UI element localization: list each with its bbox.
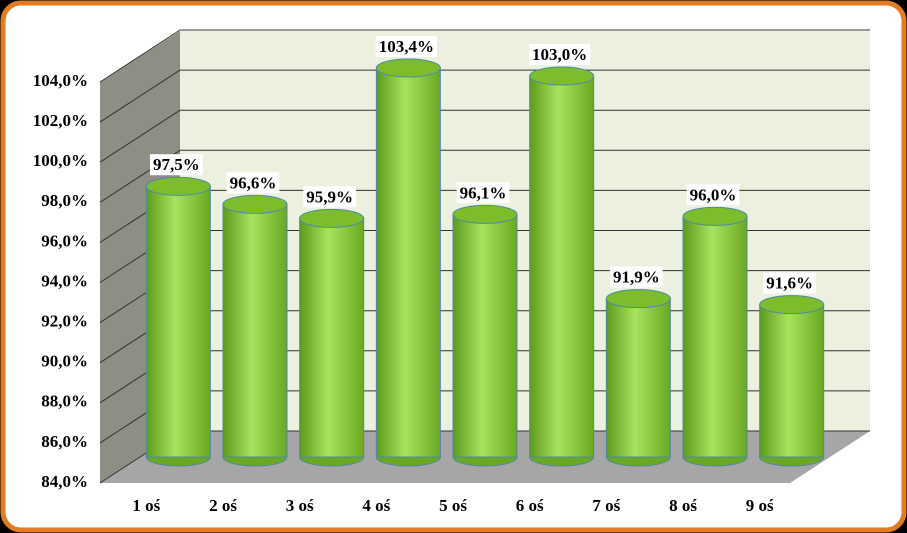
- value-label-box: [529, 43, 591, 65]
- y-tick-label: 86,0%: [41, 432, 88, 451]
- x-tick-label: 6 oś: [516, 496, 544, 515]
- value-label: 91,6%: [766, 274, 813, 293]
- bar: [299, 217, 365, 458]
- bar: [759, 304, 825, 458]
- value-label: 91,9%: [613, 268, 660, 287]
- value-label: 103,4%: [379, 37, 434, 56]
- bar: [145, 185, 211, 458]
- grid-line-side: [99, 29, 181, 83]
- bar-top: [145, 176, 211, 196]
- x-tick-label: 9 oś: [746, 496, 774, 515]
- x-tick-label: 3 oś: [286, 496, 314, 515]
- bar: [452, 213, 518, 458]
- value-label-box: [375, 35, 437, 57]
- value-label-box: [303, 186, 357, 208]
- value-label: 96,0%: [690, 185, 737, 204]
- bar-top: [375, 58, 441, 78]
- value-label-box: [763, 272, 817, 294]
- value-label: 95,9%: [306, 187, 353, 206]
- x-tick-label: 7 oś: [592, 496, 620, 515]
- y-tick-label: 84,0%: [41, 472, 88, 491]
- x-tick-label: 8 oś: [669, 496, 697, 515]
- bar-top: [222, 194, 288, 214]
- value-label: 97,5%: [153, 155, 200, 174]
- y-tick-label: 90,0%: [41, 352, 88, 371]
- bar: [375, 67, 441, 458]
- x-tick-label: 5 oś: [439, 496, 467, 515]
- bar-top: [682, 206, 748, 226]
- bar-top: [605, 289, 671, 309]
- value-label-box: [686, 184, 740, 206]
- value-label-box: [609, 266, 663, 288]
- bar-top: [759, 295, 825, 315]
- grid-line-side: [99, 69, 181, 123]
- bar: [605, 298, 671, 458]
- y-tick-label: 104,0%: [33, 71, 88, 90]
- value-label: 96,1%: [460, 183, 507, 202]
- bar-top: [452, 204, 518, 224]
- bar: [529, 75, 595, 458]
- value-label-box: [456, 182, 510, 204]
- y-tick-label: 92,0%: [41, 312, 88, 331]
- y-tick-label: 100,0%: [33, 151, 88, 170]
- bar: [682, 215, 748, 458]
- x-tick-label: 2 oś: [209, 496, 237, 515]
- x-tick-label: 1 oś: [132, 496, 160, 515]
- y-tick-label: 94,0%: [41, 271, 88, 290]
- value-label: 103,0%: [532, 45, 587, 64]
- y-tick-label: 98,0%: [41, 191, 88, 210]
- y-tick-label: 96,0%: [41, 231, 88, 250]
- bar-top: [299, 208, 365, 228]
- grid-line-side: [99, 109, 181, 163]
- x-tick-label: 4 oś: [362, 496, 390, 515]
- value-label-box: [149, 154, 203, 176]
- value-label: 96,6%: [230, 173, 277, 192]
- y-tick-label: 88,0%: [41, 392, 88, 411]
- value-label-box: [226, 172, 280, 194]
- y-tick-label: 102,0%: [33, 111, 88, 130]
- bar-top: [529, 66, 595, 86]
- bar: [222, 203, 288, 458]
